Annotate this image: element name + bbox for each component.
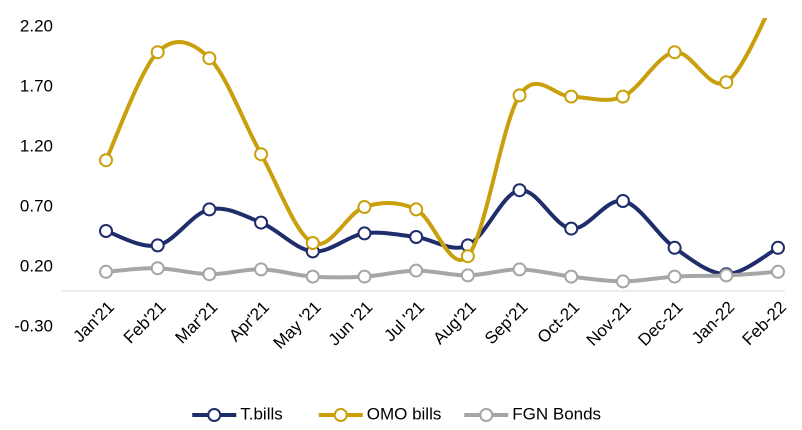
data-point [615, 194, 630, 208]
y-tick-label: 1.20 [20, 136, 53, 155]
data-point [99, 264, 113, 279]
data-point [719, 268, 734, 283]
data-point [409, 263, 424, 278]
data-point [564, 269, 579, 284]
x-tick-label: Feb'21 [120, 298, 170, 348]
data-point [460, 268, 475, 283]
legend-label: FGN Bonds [512, 404, 601, 423]
data-point [254, 262, 269, 277]
x-tick-label: Apr'21 [225, 298, 273, 346]
data-point [357, 200, 372, 214]
x-tick-label: Sep'21 [481, 298, 531, 348]
legend-marker [479, 408, 494, 422]
x-tick-label: Nov-21 [583, 298, 635, 350]
data-point [305, 236, 320, 250]
y-tick-label: 2.20 [20, 16, 53, 35]
data-point [615, 274, 630, 289]
data-point [719, 75, 734, 90]
x-tick-label: May '21 [270, 298, 325, 353]
data-point [667, 269, 682, 284]
plot-area [99, 18, 785, 289]
y-tick-label: 1.70 [20, 76, 53, 95]
data-point [254, 147, 269, 162]
x-tick-label: Feb-22 [738, 298, 790, 350]
data-point [409, 230, 424, 244]
data-point [99, 224, 113, 238]
series-line [104, 18, 768, 262]
data-point [512, 262, 527, 277]
x-tick-label: Dec-21 [634, 298, 686, 350]
x-tick-label: Jan'21 [70, 298, 118, 346]
data-point [409, 202, 424, 217]
data-point [150, 238, 165, 253]
data-point [254, 215, 269, 230]
x-tick-label: Oct-21 [534, 298, 584, 348]
series-line [105, 188, 780, 277]
data-point [357, 226, 372, 241]
x-tick-label: Jan-22 [688, 298, 738, 348]
x-tick-label: Aug'21 [429, 298, 479, 348]
data-point [202, 51, 217, 66]
data-point [615, 89, 630, 104]
y-tick-label: 0.70 [20, 196, 53, 215]
data-point [305, 269, 320, 284]
legend-label: OMO bills [367, 404, 442, 423]
x-tick-label: Jun '21 [325, 298, 377, 350]
x-tick-label: Jul '21 [380, 298, 428, 346]
data-point [564, 89, 579, 104]
data-point [202, 202, 217, 217]
legend-marker [333, 408, 348, 422]
y-tick-label: 0.20 [20, 256, 53, 275]
x-tick-label: Mar'21 [172, 298, 222, 348]
data-point [99, 153, 113, 168]
data-point [771, 264, 785, 279]
data-point [667, 45, 682, 60]
data-point [667, 240, 682, 255]
data-point [150, 261, 165, 276]
data-point [150, 45, 165, 60]
legend-marker [207, 408, 222, 422]
data-point [771, 240, 785, 255]
data-point [357, 269, 372, 284]
data-point [564, 221, 579, 236]
legend-label: T.bills [240, 404, 283, 423]
y-tick-label: -0.30 [14, 316, 53, 335]
data-point [202, 267, 217, 282]
data-point [512, 88, 527, 103]
data-point [512, 183, 527, 198]
data-point [460, 249, 475, 264]
